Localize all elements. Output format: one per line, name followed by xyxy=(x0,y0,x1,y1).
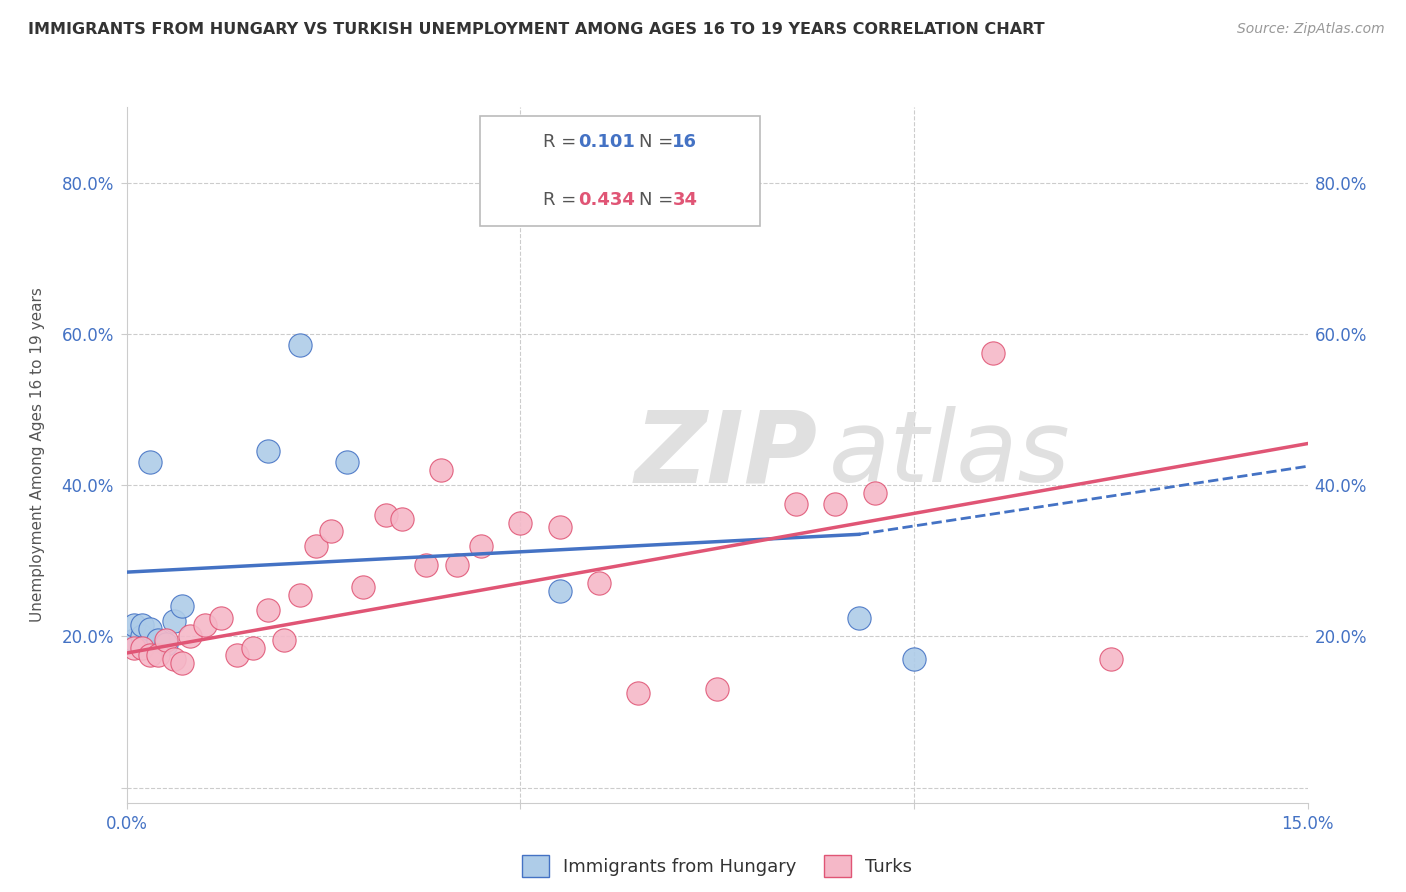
Text: atlas: atlas xyxy=(830,407,1071,503)
Point xyxy=(288,588,311,602)
Y-axis label: Unemployment Among Ages 16 to 19 years: Unemployment Among Ages 16 to 19 years xyxy=(30,287,45,623)
Point xyxy=(139,648,162,663)
Point xyxy=(124,640,146,655)
Text: Source: ZipAtlas.com: Source: ZipAtlas.com xyxy=(1237,22,1385,37)
Point xyxy=(124,618,146,632)
Point xyxy=(146,633,169,648)
Text: N =: N = xyxy=(638,192,679,210)
Point xyxy=(321,524,343,538)
Point xyxy=(131,629,153,643)
Point xyxy=(288,338,311,352)
Point xyxy=(627,686,650,700)
Point xyxy=(588,576,610,591)
Point xyxy=(824,497,846,511)
Point xyxy=(848,610,870,624)
Point xyxy=(194,618,217,632)
Point xyxy=(981,346,1004,360)
Point xyxy=(257,444,280,458)
Legend: Immigrants from Hungary, Turks: Immigrants from Hungary, Turks xyxy=(515,847,920,884)
Point xyxy=(375,508,398,523)
Point xyxy=(225,648,247,663)
Point xyxy=(155,633,177,648)
Point xyxy=(155,637,177,651)
Point xyxy=(548,584,571,599)
Point xyxy=(304,539,326,553)
Text: 0.101: 0.101 xyxy=(578,134,636,152)
Point xyxy=(1099,652,1122,666)
Point xyxy=(548,520,571,534)
Point xyxy=(352,580,374,594)
Point xyxy=(139,455,162,469)
Point xyxy=(163,652,186,666)
Point xyxy=(146,648,169,663)
Point xyxy=(163,615,186,629)
Point xyxy=(430,463,453,477)
Point xyxy=(415,558,437,572)
Point xyxy=(131,640,153,655)
Text: N =: N = xyxy=(638,134,679,152)
Point xyxy=(170,656,193,670)
Point xyxy=(706,682,728,697)
Point xyxy=(863,485,886,500)
Text: R =: R = xyxy=(543,192,582,210)
Point xyxy=(242,640,264,655)
Point xyxy=(336,455,359,469)
Point xyxy=(470,539,492,553)
Point xyxy=(903,652,925,666)
Point xyxy=(509,516,531,530)
Point xyxy=(391,512,413,526)
Text: 16: 16 xyxy=(672,134,697,152)
Point xyxy=(124,633,146,648)
Text: 0.434: 0.434 xyxy=(578,192,636,210)
Text: R =: R = xyxy=(543,134,582,152)
Point xyxy=(139,622,162,636)
Point xyxy=(273,633,295,648)
Point xyxy=(131,618,153,632)
Text: IMMIGRANTS FROM HUNGARY VS TURKISH UNEMPLOYMENT AMONG AGES 16 TO 19 YEARS CORREL: IMMIGRANTS FROM HUNGARY VS TURKISH UNEMP… xyxy=(28,22,1045,37)
Point xyxy=(446,558,468,572)
Point xyxy=(179,629,201,643)
Text: ZIP: ZIP xyxy=(634,407,817,503)
Text: 34: 34 xyxy=(672,192,697,210)
Point xyxy=(170,599,193,614)
Point xyxy=(209,610,232,624)
Point xyxy=(785,497,807,511)
Point xyxy=(257,603,280,617)
